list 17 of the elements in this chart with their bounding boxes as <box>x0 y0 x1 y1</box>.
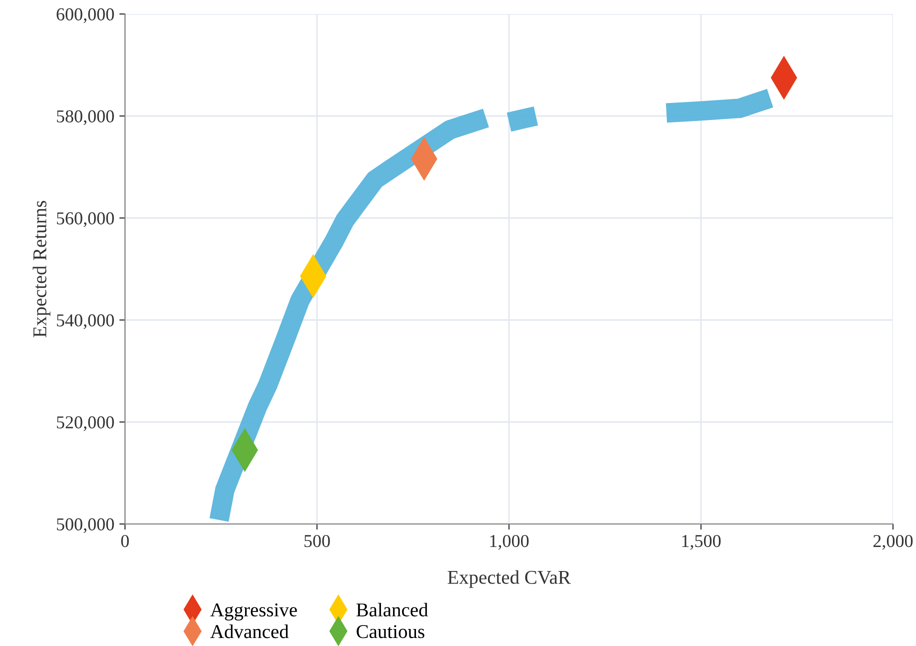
y-tick-label: 540,000 <box>56 314 114 330</box>
x-axis-title: Expected CVaR <box>448 570 571 588</box>
y-tick-label: 560,000 <box>56 212 114 228</box>
legend-label: Advanced <box>210 624 289 638</box>
y-tick-label: 580,000 <box>56 110 114 126</box>
legend-label: Aggressive <box>210 603 297 621</box>
y-tick-label: 500,000 <box>56 518 114 534</box>
legend-label: Cautious <box>356 625 424 638</box>
x-tick-label: 1,500 <box>682 534 721 550</box>
y-tick-label: 600,000 <box>56 8 114 24</box>
legend-label: Balanced <box>356 602 428 617</box>
x-tick-label: 1,000 <box>490 534 529 550</box>
y-tick-label: 520,000 <box>56 416 114 432</box>
x-tick-label: 0 <box>121 534 129 548</box>
y-axis-title: Expected Returns <box>32 200 50 338</box>
x-tick-label: 2,000 <box>873 534 913 550</box>
x-tick-label: 500 <box>304 534 330 548</box>
